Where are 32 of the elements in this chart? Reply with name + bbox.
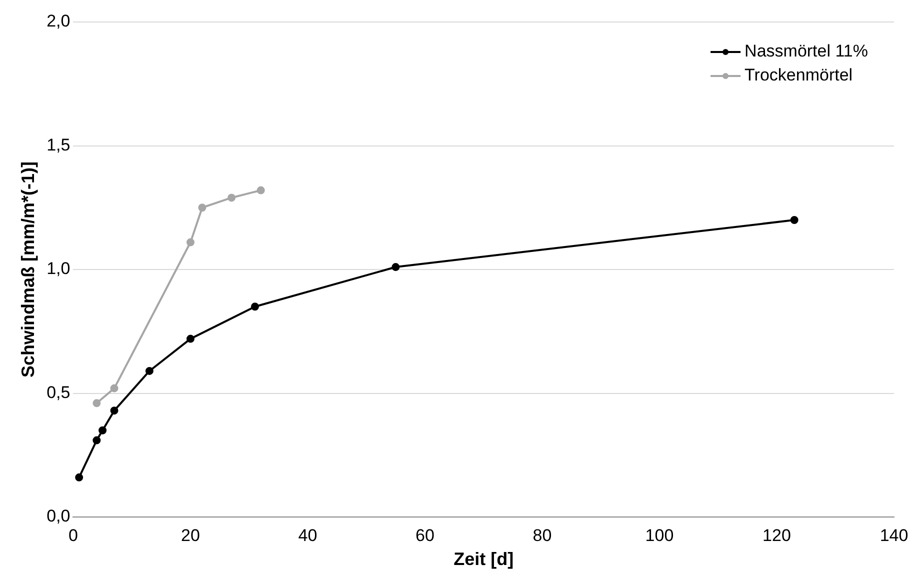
point [98, 426, 107, 434]
point [110, 384, 118, 392]
x-tick-label: 20 [181, 526, 200, 545]
point [198, 204, 206, 212]
point [228, 194, 236, 202]
point [250, 302, 259, 311]
point [186, 334, 194, 343]
x-tick-label: 120 [762, 526, 791, 545]
x-tick-label: 40 [298, 526, 318, 545]
point [92, 399, 101, 408]
point [75, 473, 84, 482]
point [790, 216, 798, 224]
legend-label: Nassmörtel 11% [744, 42, 868, 61]
legend-label: Trockenmörtel [744, 66, 853, 85]
y-axis-title: Schwindmaß [mm/m*(-1)] [18, 161, 38, 378]
x-tick-label: 140 [880, 526, 908, 545]
y-tick-label: 0,5 [46, 382, 70, 402]
y-tick-label: 0,0 [46, 506, 70, 526]
x-tick-label: 60 [416, 526, 434, 545]
y-tick-label: 1,5 [46, 135, 70, 154]
point [110, 406, 118, 415]
y-tick-label: 1,0 [46, 259, 70, 278]
x-tick-label: 80 [532, 526, 552, 545]
x-tick-label: 0 [68, 526, 78, 545]
y-tick-label: 2,0 [46, 12, 70, 31]
point [256, 186, 265, 194]
point [392, 263, 400, 272]
point [92, 436, 101, 444]
x-tick-label: 100 [645, 526, 674, 545]
point [145, 366, 154, 375]
point [186, 238, 194, 246]
x-axis-title: Zeit [d] [454, 549, 514, 570]
